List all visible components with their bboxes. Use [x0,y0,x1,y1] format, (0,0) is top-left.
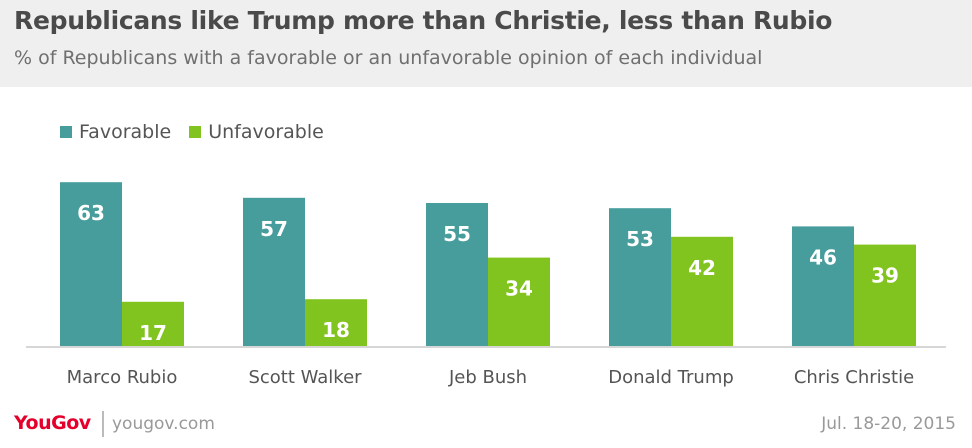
chart-subtitle: % of Republicans with a favorable or an … [14,47,763,69]
bar-unfavorable-1 [305,299,367,346]
bar-favorable-2 [426,203,488,346]
chart-title: Republicans like Trump more than Christi… [14,6,833,35]
legend-item-unfavorable: Unfavorable [189,121,324,143]
category-label-3: Donald Trump [608,367,734,388]
header-band: Republicans like Trump more than Christi… [0,0,972,87]
data-label-favorable-1: 57 [260,217,288,241]
category-label-1: Scott Walker [248,367,362,388]
bar-unfavorable-3 [671,236,733,346]
bar-unfavorable-0 [122,301,184,346]
data-label-favorable-2: 55 [443,222,471,246]
data-label-favorable-4: 46 [809,245,837,269]
legend-item-favorable: Favorable [60,121,171,143]
category-label-0: Marco Rubio [67,367,178,388]
legend-swatch-favorable [60,126,72,138]
legend-label-favorable: Favorable [79,121,172,143]
bar-unfavorable-2 [488,257,550,346]
bar-favorable-1 [243,197,305,346]
legend-swatch-unfavorable [189,126,202,138]
data-label-unfavorable-1: 18 [322,318,350,342]
legend: Favorable Unfavorable [60,120,324,144]
data-label-favorable-3: 53 [626,227,654,251]
data-label-unfavorable-2: 34 [505,277,533,301]
bar-favorable-3 [609,208,671,346]
data-label-unfavorable-0: 17 [139,321,167,345]
legend-label-unfavorable: Unfavorable [208,121,324,143]
category-label-4: Chris Christie [794,367,914,388]
footer-divider [102,411,104,437]
data-label-favorable-0: 63 [77,201,105,225]
footer-date: Jul. 18-20, 2015 [821,414,956,434]
bar-favorable-4 [792,226,854,346]
data-label-unfavorable-4: 39 [871,264,899,288]
data-label-unfavorable-3: 42 [688,256,716,280]
footer-site-link[interactable]: yougov.com [112,414,215,434]
category-label-2: Jeb Bush [448,367,527,388]
bar-unfavorable-4 [854,244,916,346]
yougov-logo[interactable]: YouGov [14,412,91,434]
bar-favorable-0 [60,182,122,346]
